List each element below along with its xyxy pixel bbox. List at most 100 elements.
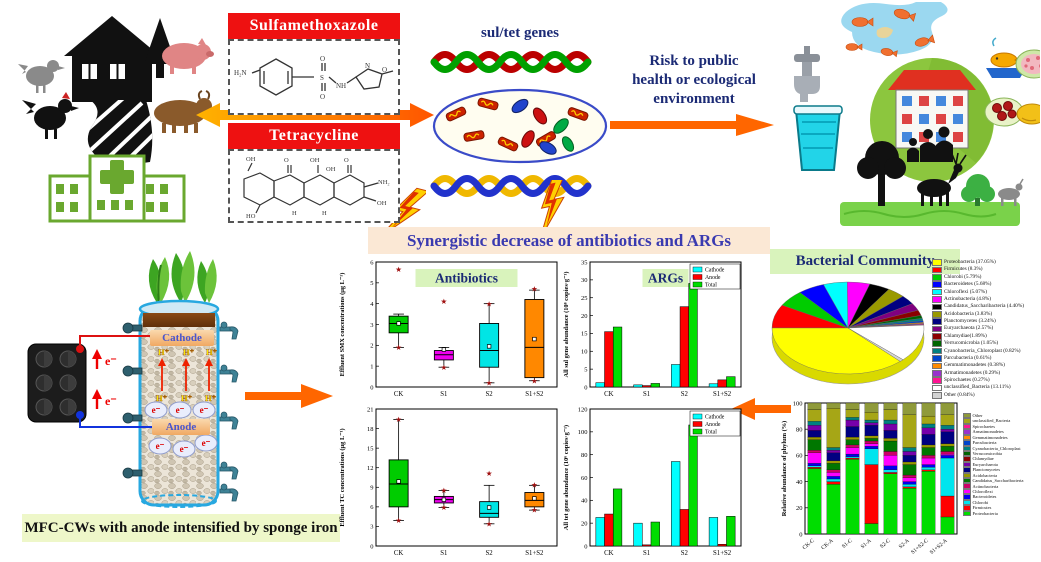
stacked-legend-item: Parcubacteria	[963, 440, 1040, 446]
pie-legend-item: Chlorobi (5.79%)	[932, 274, 1040, 281]
stacked-legend-item: Chlamydiae	[963, 456, 1040, 462]
stacked-legend-item: Proteobacteria	[963, 510, 1040, 516]
right-arrow-icon	[610, 114, 774, 136]
svg-text:Cathode: Cathode	[705, 268, 725, 274]
svg-text:20: 20	[581, 520, 588, 527]
svg-text:Total: Total	[705, 430, 717, 436]
svg-text:S1: S1	[643, 550, 650, 557]
tap-icon	[219, 321, 239, 502]
family-icon	[907, 126, 953, 162]
electron-label: e⁻	[202, 438, 211, 448]
bush-icon	[961, 174, 995, 206]
svg-text:0: 0	[370, 543, 373, 550]
svg-text:6: 6	[370, 504, 374, 511]
svg-text:★: ★	[395, 265, 402, 274]
stacked-legend-item: Planctomycetes	[963, 467, 1040, 473]
svg-text:N: N	[365, 62, 370, 70]
svg-text:OH: OH	[326, 166, 336, 173]
svg-text:O: O	[320, 93, 325, 101]
svg-text:H₂N: H₂N	[234, 69, 247, 77]
smx-boxplot: 0 1 2 3 4 5 6 Effluent SMX concentrations (μg L…	[339, 259, 558, 398]
svg-text:S1+S2: S1+S2	[525, 550, 544, 557]
svg-text:10: 10	[581, 349, 588, 356]
svg-text:S2: S2	[681, 550, 689, 557]
svg-text:S2-A: S2-A	[898, 538, 911, 550]
electron-label: e⁻	[152, 405, 161, 415]
stacked-legend-item: Acidobacteria	[963, 472, 1040, 479]
svg-text:O: O	[344, 157, 349, 164]
svg-text:CK-C: CK-C	[802, 538, 816, 551]
rooster-icon	[22, 92, 79, 139]
tet-gene-bar-chart: 0 20 40 60 80 100 120 All tet gene abundance (1…	[563, 406, 742, 557]
svg-text:0: 0	[799, 531, 802, 538]
svg-text:★: ★	[486, 299, 493, 308]
sampling-port-icon	[122, 322, 143, 479]
svg-text:★: ★	[531, 506, 538, 515]
svg-text:S1+S2-A: S1+S2-A	[929, 538, 949, 556]
bacterial-community-pie	[771, 281, 925, 385]
dna-helix-icon	[430, 175, 592, 197]
anode-label: Anode	[152, 419, 210, 435]
svg-text:20: 20	[581, 313, 588, 320]
tc-boxplot: 0 3 6 9 12 15 18 21 Effluent TC concentrations (…	[339, 406, 558, 557]
bacterial-community-title: Bacterial Community	[770, 249, 960, 274]
svg-text:OH: OH	[246, 156, 256, 163]
svg-text:CK: CK	[604, 550, 614, 557]
svg-text:O: O	[320, 55, 325, 63]
sul-gene-bar-chart: 0 5 10 15 20 25 30 35 All sul gene abundance (10…	[563, 259, 742, 398]
svg-text:S1+S2: S1+S2	[525, 391, 544, 398]
electron-label: e⁻	[105, 354, 117, 368]
svg-text:9: 9	[370, 485, 373, 492]
svg-text:2: 2	[370, 343, 373, 350]
tetracycline-panel: Tetracycline OH O OH O	[228, 123, 400, 223]
svg-text:1: 1	[370, 363, 373, 370]
genes-cluster	[430, 51, 608, 197]
svg-text:S: S	[320, 74, 324, 82]
svg-text:★: ★	[531, 376, 538, 385]
water-tap-icon	[794, 46, 820, 102]
svg-text:★: ★	[531, 285, 538, 294]
svg-text:3: 3	[370, 524, 373, 531]
mfc-caption: MFC-CWs with anode intensified by sponge…	[22, 514, 340, 542]
svg-text:40: 40	[796, 479, 803, 486]
stacked-legend-item: Bacteroidetes	[963, 494, 1040, 500]
svg-text:NH: NH	[336, 82, 346, 90]
svg-text:HO: HO	[246, 213, 256, 219]
pie-legend-item: Armatimonadetes (0.29%)	[932, 370, 1040, 377]
svg-text:5: 5	[584, 366, 587, 373]
svg-text:All sul gene abundance (10⁸ co: All sul gene abundance (10⁸ copies·g⁻¹)	[563, 271, 570, 377]
stacked-legend-item: Firmicutes	[963, 505, 1040, 511]
cathode-wire	[79, 335, 152, 347]
svg-text:Anode: Anode	[705, 422, 721, 428]
stacked-legend-item: Actinobacteria	[963, 483, 1040, 489]
svg-text:S1: S1	[643, 391, 650, 398]
svg-text:S1: S1	[440, 391, 447, 398]
svg-text:CK-A: CK-A	[820, 538, 834, 551]
svg-text:★: ★	[486, 378, 493, 387]
pie-legend-item: Candidatus_Saccharibacteria (4.40%)	[932, 303, 1040, 311]
svg-text:S1+S2: S1+S2	[713, 391, 732, 398]
svg-text:S1+S2: S1+S2	[713, 550, 732, 557]
svg-text:O: O	[284, 157, 289, 164]
receptors-cluster	[793, 2, 1040, 226]
svg-text:★: ★	[395, 415, 402, 424]
phylum-stacked-bar: 0 20 40 60 80 100 Relative abundance of phylum…	[781, 400, 958, 556]
seafood-plate-icon	[1015, 49, 1040, 79]
svg-text:CK: CK	[394, 391, 404, 398]
double-arrow-icon	[196, 103, 434, 127]
chicken-icon	[18, 60, 65, 93]
lightning-icon	[539, 180, 565, 238]
right-arrow-icon	[245, 384, 333, 408]
stacked-legend-item: Other	[963, 413, 1040, 419]
sulfamethoxazole-title: Sulfamethoxazole	[228, 13, 400, 39]
proton-label: H⁺	[156, 393, 168, 403]
pie-legend-item: Proteobacteria (37.05%)	[932, 259, 1040, 266]
resistor-box-icon	[27, 343, 87, 423]
svg-text:S1-C: S1-C	[841, 538, 854, 550]
bacteria-plasmid-icon	[432, 88, 608, 164]
roast-chicken-icon	[1016, 103, 1040, 125]
tetracycline-structure-box: OH O OH OH O NH₂ OH HO H H	[228, 149, 400, 223]
cow-icon	[154, 90, 212, 133]
